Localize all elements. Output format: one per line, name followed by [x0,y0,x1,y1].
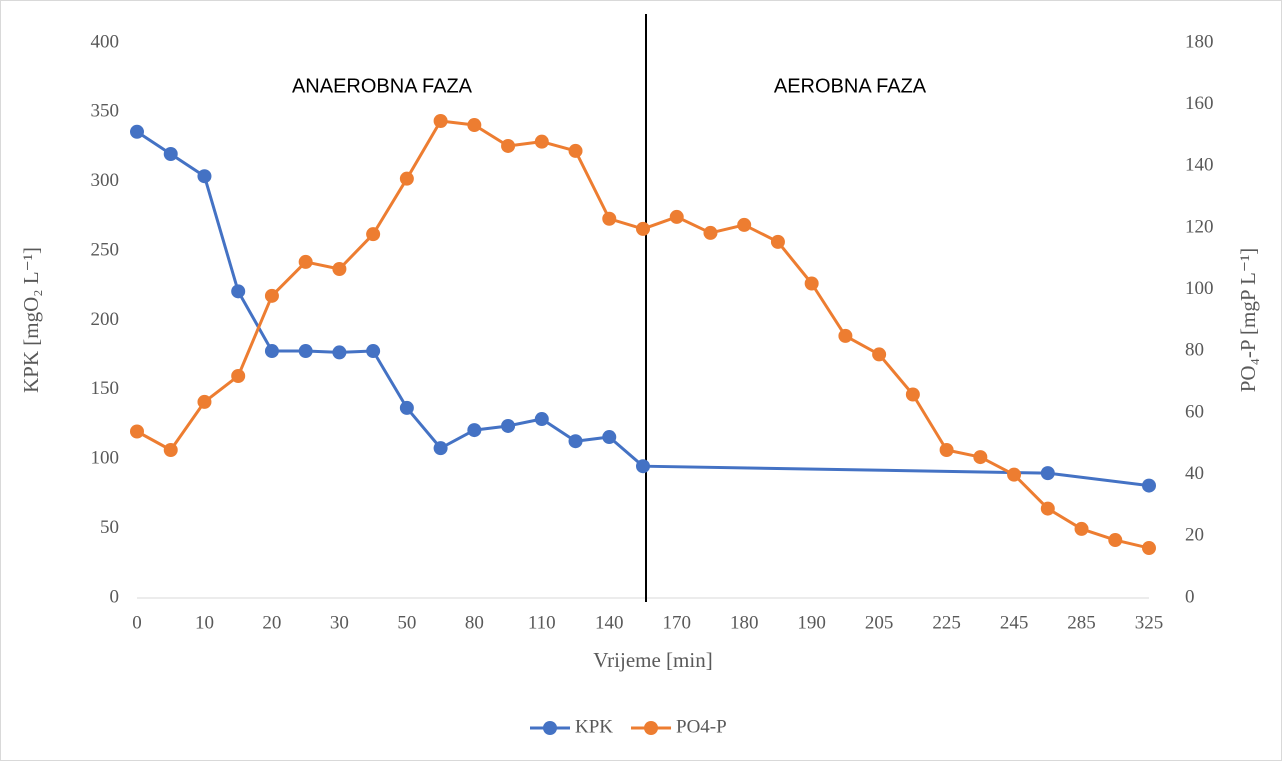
data-point [1007,467,1022,482]
data-point [501,138,516,153]
data-point [1142,478,1156,493]
legend-label: PO4-P [676,716,727,737]
data-point [298,254,313,269]
x-tick-label: 205 [865,612,894,633]
data-point [568,143,583,158]
data-point [399,400,414,415]
x-tick-label: 225 [932,612,961,633]
y-tick-label: 350 [91,101,120,122]
x-tick-label: 325 [1135,612,1164,633]
data-point [636,221,650,236]
data-point [231,369,246,383]
data-point [130,424,144,439]
data-point [433,441,448,456]
y2-tick-label: 80 [1185,340,1204,361]
data-point [231,284,246,299]
x-tick-label: 245 [1000,612,1029,633]
y2-axis-label: PO₄-P [mgP L⁻¹] [1236,248,1260,393]
data-point [804,276,819,291]
x-tick-label: 0 [132,612,142,633]
x-tick-label: 50 [397,612,416,633]
legend-marker [543,721,557,735]
data-point [534,412,549,427]
data-point [467,118,482,133]
y2-tick-label: 100 [1185,278,1214,299]
x-tick-label: 20 [262,612,281,633]
legend-marker [644,721,659,735]
x-tick-label: 170 [662,612,691,633]
x-tick-label: 180 [730,612,759,633]
x-tick-label: 140 [595,612,624,633]
y-tick-label: 400 [91,31,120,52]
series-line [136,130,1150,488]
data-point [872,347,887,362]
x-axis-label: Vrijeme [min] [593,648,712,672]
data-point [939,443,954,457]
x-tick-label: 110 [528,612,556,633]
y2-tick-label: 120 [1185,216,1214,237]
data-point [534,134,549,149]
data-point [1074,521,1089,536]
x-tick-label: 80 [465,612,484,633]
data-point [636,459,650,474]
y-tick-label: 0 [110,586,120,607]
y-tick-label: 100 [91,448,120,469]
data-point [197,169,212,184]
data-point [163,443,178,457]
data-point [602,430,617,445]
data-point [433,114,448,129]
data-point [366,227,381,242]
data-point [264,344,279,359]
data-point [332,345,347,360]
data-point [737,217,752,232]
data-point [163,147,178,161]
x-tick-label: 10 [195,612,214,633]
y-tick-label: 300 [91,170,120,191]
y2-tick-label: 180 [1185,31,1214,52]
y2-tick-label: 40 [1185,463,1204,484]
x-tick-label: 30 [330,612,349,633]
data-point [703,225,718,240]
data-point [332,262,347,277]
y-tick-label: 150 [91,378,120,399]
data-point [501,418,516,433]
y-tick-label: 200 [91,309,120,330]
y2-tick-label: 160 [1185,93,1214,114]
data-point [1142,541,1156,556]
data-point [905,387,920,402]
legend-label: KPK [575,716,613,737]
x-tick-label: 285 [1067,612,1096,633]
data-point [264,288,279,303]
data-point [669,209,684,224]
data-point [770,234,785,249]
y-axis-label: KPK [mgO₂ L⁻¹] [19,247,43,393]
annotation: ANAEROBNA FAZA [292,75,473,97]
data-point [197,394,212,409]
data-point [1040,466,1055,481]
data-point [298,344,313,359]
data-point [467,423,482,438]
y2-tick-label: 20 [1185,525,1204,546]
y2-tick-label: 0 [1185,586,1195,607]
annotation: AEROBNA FAZA [774,75,927,97]
y-tick-label: 250 [91,239,120,260]
y-tick-label: 50 [100,517,119,538]
data-point [602,211,617,226]
data-point [973,450,988,465]
data-point [838,328,853,343]
y2-tick-label: 140 [1185,155,1214,176]
data-point [399,171,414,186]
data-point [568,434,583,449]
x-tick-label: 190 [797,612,826,633]
data-point [366,344,381,359]
data-point [1108,533,1123,548]
y2-tick-label: 60 [1185,401,1204,422]
data-point [1040,501,1055,516]
data-point [130,124,144,139]
